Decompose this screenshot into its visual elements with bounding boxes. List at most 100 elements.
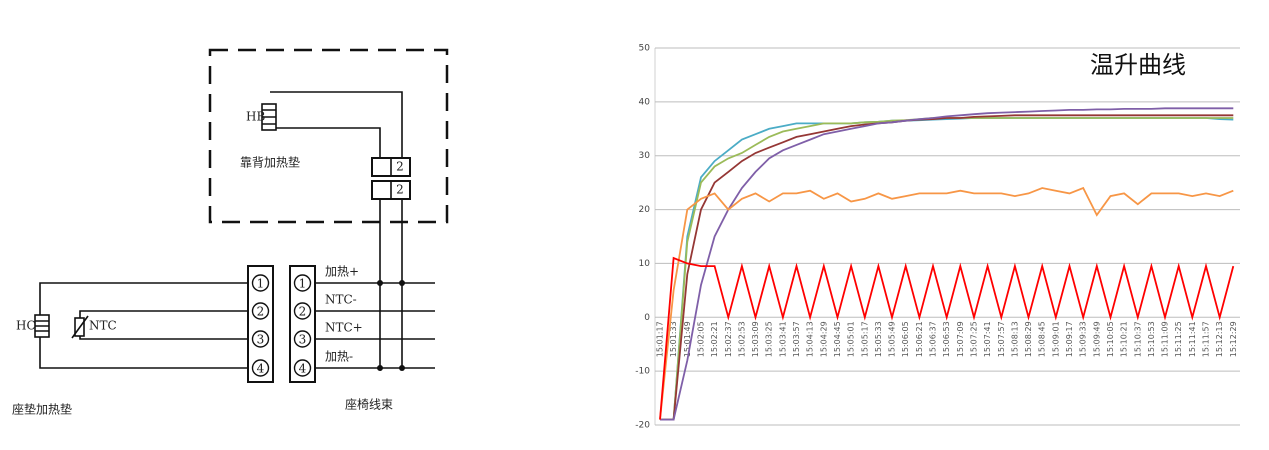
junction (377, 365, 383, 371)
back-pad-boundary (208, 48, 449, 224)
y-tick-label: 30 (639, 151, 651, 161)
y-tick-label: -20 (635, 421, 650, 431)
x-tick-label: 15:09:33 (1079, 321, 1088, 357)
x-tick-label: 15:11:41 (1188, 321, 1197, 357)
pin-circle (251, 274, 270, 292)
pin-circle (251, 330, 270, 348)
x-tick-label: 15:10:21 (1120, 321, 1129, 357)
x-tick-label: 15:11:57 (1202, 321, 1211, 357)
pin-circle (293, 274, 312, 292)
x-tick-label: 15:06:53 (942, 321, 951, 357)
x-tick-label: 15:05:33 (874, 321, 883, 357)
x-tick-label: 15:12:13 (1215, 321, 1224, 357)
hb-label: HB (246, 110, 265, 124)
x-tick-label: 15:03:09 (751, 321, 760, 357)
y-tick-label: 20 (639, 205, 651, 215)
pin-circle (293, 302, 312, 320)
pin-circle (293, 330, 312, 348)
ntc-slash (71, 315, 89, 339)
wiring-diagram: HB 靠背加热垫 2 2 HC NTC 座垫加热垫 座椅线束 1 1 加热+ 2 2 NT… (12, 48, 449, 417)
line-chart: 温升曲线 -20 -10 0 10 20 30 40 50 15:01:17 15:01:33 15… (635, 44, 1240, 431)
x-tick-label: 15:07:09 (956, 321, 965, 357)
series-line (660, 114, 1234, 421)
x-tick-label: 15:06:21 (915, 321, 924, 357)
x-tick-label: 15:07:57 (997, 321, 1006, 357)
x-tick-label: 15:02:05 (696, 321, 705, 357)
x-tick-label: 15:11:25 (1174, 321, 1183, 357)
x-tick-label: 15:09:49 (1092, 321, 1101, 357)
harness-label: 座椅线束 (345, 397, 393, 412)
y-tick-label: -10 (635, 367, 650, 377)
x-tick-label: 15:02:37 (724, 321, 733, 357)
series-line (660, 117, 1234, 421)
x-tick-label: 15:01:49 (683, 321, 692, 357)
pin-number: 1 (299, 277, 307, 291)
pin-circle (293, 359, 312, 377)
y-tick-label: 10 (639, 259, 651, 269)
pin-number: 1 (257, 277, 265, 291)
pin-circle (251, 359, 270, 377)
pin-number: 4 (299, 362, 307, 376)
chart-title: 温升曲线 (1090, 51, 1186, 79)
x-tick-label: 15:02:21 (710, 321, 719, 357)
x-tick-label: 15:10:53 (1147, 321, 1156, 357)
x-tick-label: 15:04:45 (833, 321, 842, 357)
hc-coil-turns (35, 320, 49, 332)
x-tick-label: 15:05:17 (860, 321, 869, 357)
x-tick-label: 15:03:57 (792, 321, 801, 357)
x-tick-label: 15:04:29 (819, 321, 828, 357)
y-tick-label: 40 (639, 97, 651, 107)
pin-group: 1 1 加热+ 2 2 NTC- 3 3 NTC+ 4 4 加热- (251, 265, 363, 377)
series-line (659, 256, 1235, 420)
back-pad-label: 靠背加热垫 (240, 155, 300, 170)
x-tick-label: 15:07:25 (969, 321, 978, 357)
x-tick-label: 15:10:05 (1106, 321, 1115, 357)
x-tick-label: 15:02:53 (737, 321, 746, 357)
hb-coil-turns (262, 109, 276, 125)
x-tick-label: 15:03:41 (778, 321, 787, 357)
seat-pad-label: 座垫加热垫 (12, 402, 72, 417)
wires (39, 282, 435, 369)
x-tick-label: 15:12:29 (1229, 321, 1238, 357)
x-tick-label: 15:06:37 (929, 321, 938, 357)
signal-label: NTC+ (325, 321, 363, 335)
x-tick-label: 15:08:13 (1010, 321, 1019, 357)
pin-number: 3 (299, 333, 307, 347)
x-tick-label: 15:08:45 (1038, 321, 1047, 357)
x-tick-label: 15:04:13 (806, 321, 815, 357)
x-tick-label: 15:11:09 (1161, 321, 1170, 357)
y-tick-label: 0 (644, 313, 650, 323)
series-line (660, 117, 1234, 421)
x-tick-label: 15:08:29 (1024, 321, 1033, 357)
connector-pin: 2 (396, 183, 404, 197)
x-tick-label: 15:01:17 (656, 321, 665, 357)
ntc-label: NTC (89, 319, 117, 333)
junction (377, 280, 383, 286)
connector-pin: 2 (396, 160, 404, 174)
x-tick-label: 15:01:33 (669, 321, 678, 357)
pin-number: 2 (257, 305, 265, 319)
pin-number: 2 (299, 305, 307, 319)
pin-number: 3 (257, 333, 265, 347)
x-tick-label: 15:05:01 (847, 321, 856, 357)
pin-circle (251, 302, 270, 320)
junction (399, 365, 405, 371)
hc-label: HC (16, 319, 36, 333)
series-line (659, 186, 1234, 420)
series-line (660, 107, 1234, 421)
y-tick-label: 50 (639, 44, 651, 54)
x-tick-label: 15:09:01 (1051, 321, 1060, 357)
x-tick-label: 15:07:41 (983, 321, 992, 357)
junction (399, 280, 405, 286)
x-tick-label: 15:10:37 (1133, 321, 1142, 357)
x-tick-label: 15:05:49 (888, 321, 897, 357)
back-wires (270, 91, 403, 160)
signal-label: NTC- (325, 293, 357, 307)
signal-label: 加热- (325, 350, 353, 364)
x-tick-label: 15:06:05 (901, 321, 910, 357)
pin-number: 4 (257, 362, 265, 376)
x-tick-label: 15:09:17 (1065, 321, 1074, 357)
x-tick-label: 15:03:25 (765, 321, 774, 357)
signal-label: 加热+ (325, 265, 359, 279)
